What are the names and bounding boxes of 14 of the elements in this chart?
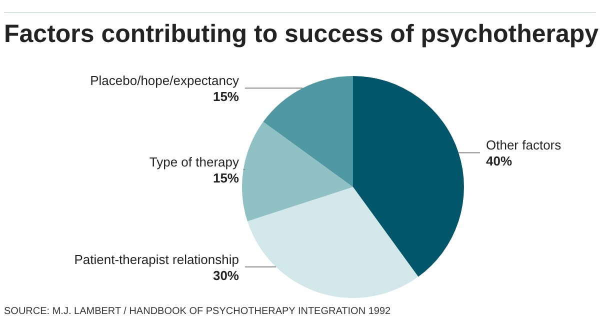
data-label: 40% — [486, 154, 512, 169]
data-label: 15% — [212, 170, 240, 186]
chart-title: Factors contributing to success of psychotherapy — [4, 20, 599, 49]
source-note: SOURCE: M.J. LAMBERT / HANDBOOK OF PSYCHOTHERAPY INTEGRATION 1992 — [4, 306, 391, 317]
pie-slice — [242, 122, 353, 222]
data-label: 15% — [212, 89, 240, 104]
slice-label: Type of therapy — [149, 154, 240, 170]
pie-slice — [353, 76, 464, 277]
slice-label: Other factors — [486, 138, 562, 153]
slice-label: Placebo/hope/expectancy — [90, 73, 240, 88]
data-label: 30% — [212, 268, 240, 283]
pie-slice — [263, 76, 353, 187]
pie-slice — [247, 187, 418, 298]
slice-label: Patient-therapist relationship — [74, 252, 239, 267]
